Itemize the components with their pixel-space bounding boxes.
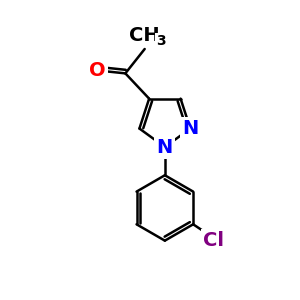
Text: Cl: Cl bbox=[203, 231, 224, 250]
Text: O: O bbox=[89, 61, 105, 80]
Text: N: N bbox=[157, 137, 173, 157]
Text: N: N bbox=[182, 119, 198, 138]
Text: CH: CH bbox=[129, 26, 160, 45]
Text: 3: 3 bbox=[156, 34, 166, 48]
